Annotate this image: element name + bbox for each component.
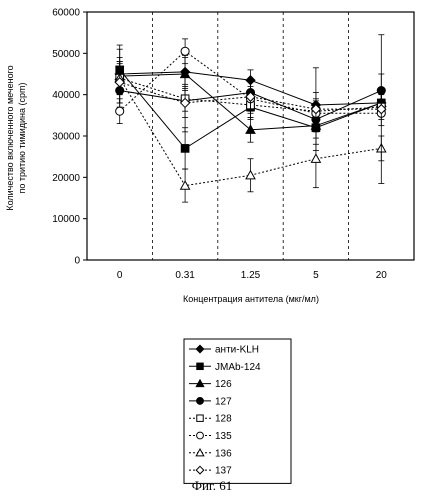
series-137 (114, 34, 387, 184)
data-point (179, 180, 191, 190)
legend-marker (196, 414, 204, 422)
legend-label: анти-KLH (215, 345, 259, 356)
x-tick-label: 0.31 (175, 270, 195, 281)
legend-marker (196, 431, 204, 440)
y-tick-label: 0 (74, 256, 80, 267)
y-tick-label: 50000 (52, 49, 80, 60)
legend-marker (196, 362, 204, 371)
x-tick-label: 20 (376, 270, 388, 281)
data-point (180, 144, 190, 153)
data-point (179, 97, 191, 109)
legend: анти-KLH JMAb-124 126 127 128 135 136 137 (183, 338, 292, 484)
y-axis-title-line1: Количество включенного меченого (5, 65, 15, 210)
data-point (115, 106, 125, 116)
legend-label: 137 (215, 466, 232, 477)
legend-box (183, 338, 292, 484)
x-tick-label: 5 (313, 270, 319, 281)
legend-label: 135 (215, 431, 232, 442)
data-point (245, 91, 256, 102)
legend-label: 127 (215, 396, 232, 407)
legend-label: 126 (215, 379, 232, 390)
y-axis-title: Количество включенного меченого по трити… (5, 65, 27, 210)
plot-area: 0 10000 20000 30000 40000 50000 60000 0 0.31 1.25… (52, 8, 415, 281)
x-tick-label: 1.25 (241, 270, 261, 281)
figure-caption: Фиг. 61 (191, 478, 233, 493)
data-point (180, 46, 190, 56)
legend-marker (196, 396, 204, 405)
y-axis-title-line2: по тритию тимидина (cpm) (17, 82, 27, 193)
legend-marker (195, 465, 205, 475)
data-point (245, 124, 256, 134)
data-point (310, 103, 322, 115)
data-point (114, 77, 125, 88)
y-tick-label: 30000 (52, 132, 80, 143)
y-tick-label: 40000 (52, 90, 80, 101)
y-tick-label: 60000 (52, 8, 80, 19)
legend-marker (195, 344, 205, 354)
data-point (310, 153, 322, 163)
series-line (119, 77, 382, 112)
y-tick-label: 10000 (52, 214, 80, 225)
data-point (245, 169, 256, 180)
legend-label: JMAb-124 (215, 362, 261, 373)
x-axis-title: Концентрация антитела (мкг/мл) (183, 294, 319, 304)
series-line (119, 81, 382, 110)
x-tick-label: 0 (117, 270, 123, 281)
legend-marker (195, 378, 205, 388)
legend-marker (195, 447, 205, 457)
y-tick-label: 20000 (52, 173, 80, 184)
data-point (376, 103, 387, 115)
legend-label: 128 (215, 414, 232, 425)
legend-label: 136 (215, 448, 232, 459)
